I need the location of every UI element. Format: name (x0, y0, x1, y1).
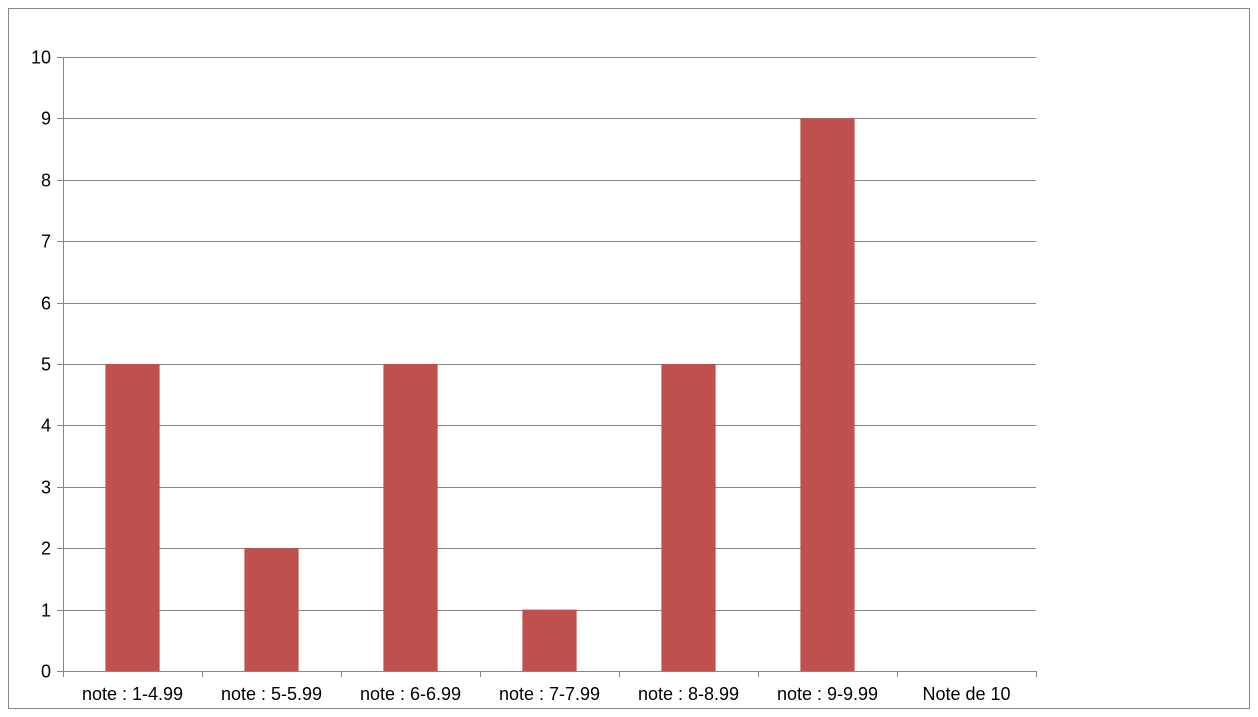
y-tick-label-4: 4 (41, 416, 51, 436)
x-tick-label-3: note : 6-6.99 (360, 684, 461, 704)
y-tick-labels: 0 1 2 3 4 5 6 7 8 9 10 (31, 48, 51, 682)
x-tick-label-4: note : 7-7.99 (499, 684, 600, 704)
x-tick-label-1: note : 1-4.99 (82, 684, 183, 704)
bar-3 (383, 364, 438, 671)
gridlines (63, 57, 1036, 611)
chart-frame (8, 8, 1250, 709)
bar-2 (244, 548, 299, 671)
x-tick-label-2: note : 5-5.99 (221, 684, 322, 704)
bar-5 (661, 364, 716, 671)
y-tick-label-2: 2 (41, 539, 51, 559)
axes (57, 57, 1037, 677)
bars (105, 118, 855, 671)
x-tick-label-7: Note de 10 (922, 684, 1010, 704)
y-tick-label-10: 10 (31, 48, 51, 68)
x-tick-label-5: note : 8-8.99 (638, 684, 739, 704)
y-tick-label-3: 3 (41, 478, 51, 498)
y-tick-label-8: 8 (41, 171, 51, 191)
y-tick-label-0: 0 (41, 662, 51, 682)
y-tick-label-9: 9 (41, 109, 51, 129)
bar-6 (800, 118, 855, 671)
y-tick-label-6: 6 (41, 294, 51, 314)
x-tick-label-6: note : 9-9.99 (777, 684, 878, 704)
y-tick-label-1: 1 (41, 601, 51, 621)
x-tick-labels: note : 1-4.99 note : 5-5.99 note : 6-6.99 n… (82, 684, 1011, 704)
y-tick-label-7: 7 (41, 232, 51, 252)
y-tick-label-5: 5 (41, 355, 51, 375)
bar-4 (522, 609, 577, 671)
bar-1 (105, 364, 160, 671)
